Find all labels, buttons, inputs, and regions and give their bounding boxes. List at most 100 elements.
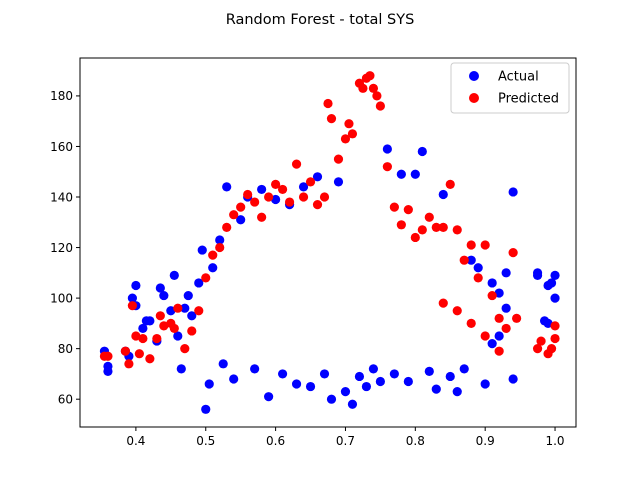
predicted-point	[298, 192, 309, 202]
predicted-point	[229, 210, 239, 220]
predicted-point	[284, 197, 295, 207]
predicted-point	[243, 189, 253, 200]
plot-frame	[79, 57, 577, 428]
legend-marker-actual	[469, 71, 479, 81]
actual-point	[396, 169, 406, 179]
predicted-point	[508, 248, 518, 258]
actual-point	[215, 235, 225, 245]
actual-point	[159, 290, 169, 301]
actual-point	[183, 290, 193, 301]
x-tick-label: 0.7	[336, 434, 355, 448]
x-tick-label: 0.4	[126, 434, 145, 448]
actual-point	[236, 215, 246, 225]
actual-point	[361, 381, 372, 392]
actual-point	[532, 268, 543, 278]
predicted-point	[305, 177, 316, 187]
predicted-point	[358, 83, 368, 93]
actual-point	[173, 331, 183, 341]
actual-point	[197, 245, 207, 255]
predicted-point	[480, 331, 490, 341]
actual-point	[403, 376, 413, 387]
predicted-point	[194, 306, 204, 316]
predicted-point	[250, 197, 260, 207]
actual-point	[176, 364, 186, 374]
x-tick-label: 1.0	[545, 434, 564, 448]
predicted-point	[264, 192, 274, 202]
actual-point	[473, 263, 483, 273]
predicted-point	[347, 129, 358, 139]
actual-point	[452, 387, 462, 397]
actual-point	[187, 311, 197, 321]
predicted-point	[201, 273, 211, 283]
actual-point	[550, 293, 560, 303]
predicted-point	[145, 354, 155, 364]
predicted-point	[236, 202, 246, 212]
actual-point	[494, 331, 504, 341]
actual-point	[543, 318, 553, 328]
legend: Actual Predicted	[450, 62, 570, 114]
actual-point	[326, 394, 337, 404]
predicted-point	[169, 323, 179, 334]
y-tick-label: 140	[50, 190, 73, 204]
actual-point	[250, 364, 260, 374]
actual-point	[389, 369, 399, 379]
actual-point	[347, 399, 358, 409]
predicted-point	[501, 323, 511, 334]
actual-point	[417, 146, 427, 157]
y-tick-label: 60	[58, 392, 73, 406]
predicted-point	[173, 303, 183, 313]
actual-point	[169, 270, 179, 280]
x-tick-label: 0.9	[476, 434, 495, 448]
predicted-point	[103, 351, 113, 361]
chart-title: Random Forest - total SYS	[226, 12, 415, 28]
actual-point	[543, 280, 553, 291]
actual-point	[494, 288, 504, 298]
actual-point	[424, 366, 434, 376]
actual-point	[487, 339, 497, 349]
predicted-point	[473, 273, 483, 283]
actual-point	[291, 379, 302, 389]
predicted-point	[445, 179, 455, 189]
actual-point	[508, 187, 518, 197]
predicted-point	[466, 240, 476, 250]
y-tick-label: 120	[50, 241, 73, 255]
actual-point	[508, 374, 518, 384]
predicted-point	[396, 220, 406, 230]
predicted-point	[438, 298, 448, 308]
actual-point	[204, 379, 214, 389]
predicted-point	[159, 321, 169, 331]
actual-point	[410, 169, 420, 179]
x-tick-label: 0.5	[196, 434, 215, 448]
actual-point	[103, 366, 113, 376]
actual-point	[333, 177, 344, 187]
predicted-point	[403, 205, 413, 215]
predicted-point	[155, 311, 165, 321]
actual-point	[466, 255, 476, 265]
actual-point	[368, 364, 379, 374]
predicted-point	[375, 101, 385, 111]
actual-point	[487, 278, 497, 288]
actual-point	[127, 293, 137, 303]
x-axis: 0.4 0.5 0.6 0.7 0.8 0.9 1.0	[126, 427, 565, 448]
predicted-point	[319, 192, 330, 202]
actual-point	[194, 278, 204, 288]
x-tick-label: 0.6	[266, 434, 285, 448]
actual-point	[340, 387, 351, 397]
actual-point	[271, 194, 281, 205]
predicted-point	[291, 159, 302, 169]
series-actual	[99, 144, 560, 414]
predicted-point	[424, 212, 434, 222]
actual-point	[180, 303, 190, 313]
predicted-point	[131, 331, 141, 341]
actual-point	[480, 379, 490, 389]
actual-point	[155, 283, 165, 293]
actual-point	[229, 374, 239, 384]
actual-point	[375, 376, 385, 387]
y-axis: 60 80 100 120 140 160 180	[50, 89, 80, 406]
predicted-point	[180, 344, 190, 354]
x-tick-label: 0.8	[406, 434, 425, 448]
predicted-point	[120, 346, 131, 356]
predicted-point	[550, 333, 560, 344]
actual-point	[145, 316, 155, 326]
